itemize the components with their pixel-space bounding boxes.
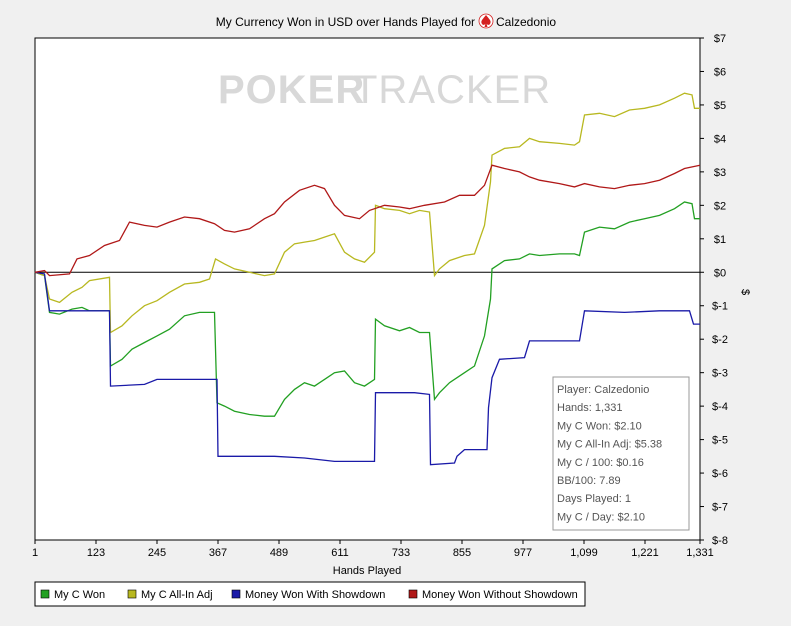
x-tick-label: 611 (331, 547, 349, 559)
x-tick-label: 733 (392, 547, 410, 559)
series-layer (34, 92, 701, 466)
x-tick-label: 1 (32, 547, 38, 559)
x-axis: 1 123 245 367 489 611 733 855 977 1,099 1,221 1,331 (32, 540, 714, 559)
series-line-2 (34, 92, 700, 334)
y-tick-label: $2 (714, 200, 726, 212)
y-tick-label: $-6 (712, 468, 728, 480)
legend-label: My C Won (54, 589, 105, 601)
chart-title-text: My Currency Won in USD over Hands Played… (216, 15, 475, 29)
x-tick-label: 855 (453, 547, 471, 559)
y-tick-label: $-2 (712, 334, 728, 346)
y-tick-label: $-8 (712, 535, 728, 547)
x-tick-label: 367 (209, 547, 227, 559)
stats-line: My C All-In Adj: $5.38 (557, 439, 662, 451)
x-tick-label: 245 (148, 547, 166, 559)
y-tick-label: $-4 (712, 401, 728, 413)
legend-label: My C All-In Adj (141, 589, 213, 601)
x-tick-label: 489 (270, 547, 288, 559)
stats-line: Player: Calzedonio (557, 384, 649, 396)
x-tick-label: 1,221 (631, 547, 659, 559)
stats-lines: Player: Calzedonio Hands: 1,331 My C Won: … (557, 384, 662, 523)
stats-line: My C / Day: $2.10 (557, 511, 645, 523)
pokertracker-watermark: POKER TRACKER (218, 68, 551, 112)
legend-swatch (127, 589, 137, 599)
stats-box: Player: Calzedonio Hands: 1,331 My C Won: … (552, 376, 690, 531)
legend-swatch (40, 589, 50, 599)
legend-items: My C Won My C All-In Adj Money Won With Sh… (40, 589, 578, 601)
y-tick-label: $1 (714, 234, 726, 246)
legend-label: Money Won Without Showdown (422, 589, 578, 601)
series-line-1 (34, 201, 700, 417)
stats-line: Days Played: 1 (557, 493, 631, 505)
spade-icon (478, 13, 494, 29)
y-tick-label: $3 (714, 167, 726, 179)
stats-line: Hands: 1,331 (557, 402, 622, 414)
x-tick-label: 1,331 (686, 547, 714, 559)
x-axis-title: Hands Played (333, 565, 402, 577)
y-axis-title: $ (739, 289, 751, 295)
watermark-poker: POKER (218, 68, 365, 112)
y-tick-label: $-7 (712, 502, 728, 514)
y-tick-label: $6 (714, 66, 726, 78)
series-line-4 (34, 164, 701, 277)
legend-swatch (231, 589, 241, 599)
legend-frame (34, 581, 586, 607)
x-tick-label: 977 (514, 547, 532, 559)
chart-title-player: Calzedonio (496, 15, 556, 29)
y-tick-label: $-5 (712, 435, 728, 447)
x-tick-label: 1,099 (570, 547, 598, 559)
y-tick-label: $5 (714, 100, 726, 112)
series-line-3 (34, 271, 700, 466)
stats-box-frame (552, 376, 690, 531)
y-tick-label: $-1 (712, 301, 728, 313)
chart-title: My Currency Won in USD over Hands Played… (216, 13, 556, 29)
legend: My C Won My C All-In Adj Money Won With Sh… (34, 581, 586, 607)
y-tick-label: $4 (714, 133, 726, 145)
x-tick-label: 123 (87, 547, 105, 559)
y-axis: $7 $6 $5 $4 $3 $2 $1 $0 $-1 $-2 $-3 $-4 $-5 $-6 $-7 $-8 (700, 33, 728, 547)
y-tick-label: $0 (714, 267, 726, 279)
stats-line: My C / 100: $0.16 (557, 457, 644, 469)
legend-swatch (408, 589, 418, 599)
legend-label: Money Won With Showdown (245, 589, 385, 601)
stats-line: BB/100: 7.89 (557, 475, 621, 487)
y-tick-label: $7 (714, 33, 726, 45)
watermark-tracker: TRACKER (353, 68, 551, 112)
stats-line: My C Won: $2.10 (557, 420, 642, 432)
y-tick-label: $-3 (712, 368, 728, 380)
